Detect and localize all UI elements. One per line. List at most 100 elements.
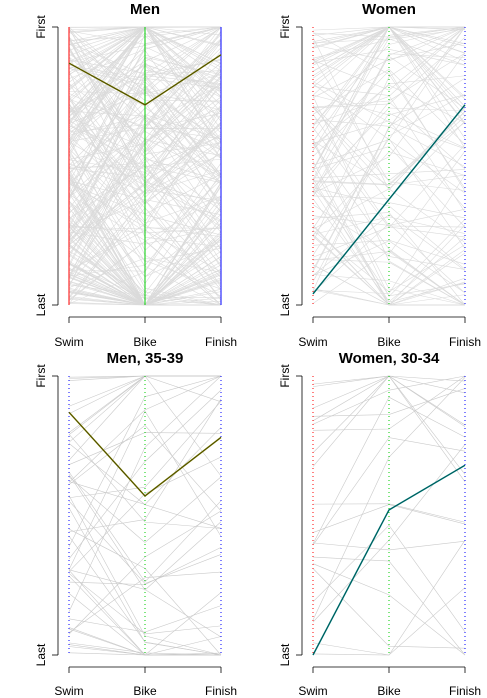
background-line — [68, 375, 222, 612]
background-line — [312, 524, 466, 632]
x-tick-label-swim: Swim — [298, 335, 327, 349]
background-line — [312, 375, 466, 425]
background-line — [312, 94, 466, 116]
background-line — [68, 476, 222, 543]
panel-4: Women, 30-34 First Last Swim Bike Finish — [278, 350, 481, 698]
background-line — [312, 264, 465, 306]
background-line — [312, 114, 466, 228]
background-line — [312, 26, 466, 171]
background-line — [68, 575, 221, 656]
panel-2: Women First Last Swim Bike Finish — [278, 1, 481, 349]
x-tick-label-finish: Finish — [449, 684, 481, 698]
x-tick-label-finish: Finish — [205, 684, 237, 698]
background-line — [312, 52, 466, 194]
background-line — [312, 556, 466, 656]
x-tick-label-finish: Finish — [205, 335, 237, 349]
highlight-line-core — [312, 104, 466, 295]
x-tick-label-bike: Bike — [133, 335, 157, 349]
y-tick-label-last: Last — [278, 293, 292, 316]
background-line — [68, 573, 222, 635]
background-line — [312, 26, 466, 38]
background-line — [312, 226, 466, 258]
background-lines — [312, 375, 466, 656]
chart-title: Women, 30-34 — [339, 350, 440, 367]
background-line — [312, 26, 466, 91]
y-tick-label-last: Last — [34, 293, 48, 316]
background-line — [312, 264, 466, 306]
background-line — [312, 57, 466, 191]
background-line — [312, 116, 466, 186]
background-line — [312, 375, 466, 431]
background-line — [68, 569, 222, 638]
background-line — [312, 37, 466, 191]
background-line — [312, 32, 466, 189]
background-line — [312, 26, 466, 125]
background-line — [312, 52, 466, 108]
background-line — [68, 646, 221, 656]
background-line — [312, 216, 466, 235]
background-line — [312, 587, 466, 656]
background-line — [312, 437, 466, 546]
background-line — [312, 174, 466, 186]
background-line — [312, 240, 466, 294]
background-line — [68, 500, 222, 584]
background-line — [312, 81, 466, 150]
background-line — [68, 471, 222, 583]
background-line — [312, 568, 466, 649]
x-tick-label-swim: Swim — [54, 684, 83, 698]
panel-3: Men, 35-39 First Last Swim Bike Finish — [34, 350, 237, 698]
background-line — [68, 425, 222, 512]
y-tick-label-first: First — [34, 364, 48, 388]
background-line — [312, 540, 466, 551]
y-tick-label-last: Last — [34, 643, 48, 666]
background-line — [68, 375, 222, 483]
background-line — [312, 187, 466, 270]
background-line — [68, 389, 222, 560]
background-line — [312, 150, 466, 255]
background-line — [312, 101, 466, 197]
x-tick-label-swim: Swim — [54, 335, 83, 349]
background-line — [68, 398, 222, 533]
x-tick-label-swim: Swim — [298, 684, 327, 698]
background-line — [312, 503, 466, 523]
background-line — [312, 396, 466, 544]
background-lines — [312, 26, 466, 306]
x-tick-label-bike: Bike — [377, 335, 401, 349]
background-line — [312, 55, 466, 182]
y-tick-label-first: First — [34, 15, 48, 39]
x-tick-label-bike: Bike — [377, 684, 401, 698]
background-line — [312, 174, 466, 294]
background-line — [312, 377, 466, 621]
background-line — [312, 388, 466, 417]
background-line — [312, 125, 466, 291]
y-tick-label-first: First — [278, 15, 292, 39]
highlight-line-core — [68, 54, 222, 106]
background-line — [68, 474, 222, 591]
background-line — [68, 410, 222, 570]
background-line — [312, 249, 466, 306]
background-line — [312, 188, 466, 243]
x-tick-label-finish: Finish — [449, 335, 481, 349]
chart-title: Men, 35-39 — [107, 350, 184, 367]
background-line — [312, 68, 466, 145]
background-line — [68, 571, 222, 633]
background-line — [312, 375, 466, 467]
background-line — [68, 400, 222, 499]
background-line — [312, 212, 466, 306]
highlight-line-core — [312, 465, 466, 656]
background-line — [312, 38, 466, 66]
background-line — [312, 258, 466, 306]
background-line — [312, 239, 466, 265]
background-line — [68, 535, 222, 656]
background-line — [312, 120, 466, 209]
chart-title: Men — [130, 1, 160, 18]
background-lines — [68, 375, 222, 656]
background-line — [312, 187, 466, 270]
background-line — [312, 26, 466, 270]
background-line — [312, 26, 466, 243]
background-line — [312, 146, 466, 228]
background-line — [312, 274, 466, 306]
panel-1: Men First Last Swim Bike Finish — [34, 1, 237, 349]
background-line — [68, 456, 222, 572]
y-tick-label-first: First — [278, 364, 292, 388]
